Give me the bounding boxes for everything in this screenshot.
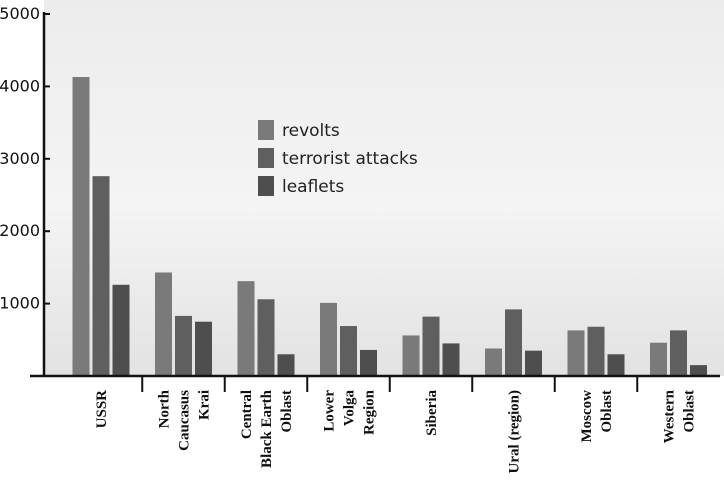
bar-terrorist-attacks-2 — [257, 299, 275, 376]
legend-swatch-terrorist-attacks — [258, 148, 274, 168]
bar-leaflets-2 — [277, 354, 295, 376]
bar-leaflets-6 — [607, 354, 625, 376]
bar-revolts-0 — [72, 76, 90, 376]
x-tick-label: Caucasus — [177, 390, 193, 451]
bar-leaflets-1 — [195, 321, 212, 376]
legend-swatch-leaflets — [258, 176, 274, 196]
y-tick-label: 2000 — [0, 221, 40, 240]
bar-revolts-1 — [155, 272, 172, 376]
x-tick-label: Western — [662, 389, 678, 443]
bar-leaflets-4 — [442, 343, 460, 376]
bar-revolts-7 — [650, 342, 667, 376]
bar-terrorist-attacks-5 — [505, 309, 522, 376]
y-tick-label: 3000 — [0, 149, 40, 168]
bar-leaflets-7 — [690, 365, 707, 376]
legend-label-terrorist-attacks: terrorist attacks — [282, 149, 418, 169]
bar-leaflets-3 — [360, 349, 377, 376]
x-tick-label: Central — [239, 390, 255, 439]
legend-label-leaflets: leaflets — [282, 177, 344, 197]
x-tick-label: Oblast — [599, 390, 615, 433]
x-tick-label: Black Earth — [259, 389, 275, 468]
bar-revolts-5 — [485, 348, 502, 376]
bar-terrorist-attacks-6 — [587, 326, 605, 376]
bar-leaflets-0 — [112, 284, 130, 376]
x-tick-label: Lower — [322, 390, 338, 432]
legend-label-revolts: revolts — [282, 121, 340, 141]
x-tick-label: Region — [362, 389, 378, 435]
bar-terrorist-attacks-7 — [670, 330, 687, 376]
bar-leaflets-5 — [525, 350, 542, 376]
x-tick-label: Oblast — [279, 390, 295, 433]
x-tick-label: Siberia — [424, 390, 440, 436]
bar-terrorist-attacks-0 — [92, 176, 110, 376]
x-tick-label: Ural (region) — [507, 390, 523, 473]
bar-terrorist-attacks-3 — [340, 326, 357, 376]
bar-revolts-4 — [402, 335, 420, 376]
bar-terrorist-attacks-1 — [175, 315, 192, 376]
y-tick-label: 4000 — [0, 76, 40, 95]
bar-revolts-2 — [237, 281, 255, 376]
x-tick-label: Moscow — [579, 390, 595, 443]
y-tick-label: 1000 — [0, 294, 40, 313]
x-tick-label: Oblast — [682, 390, 698, 433]
x-tick-label: Krai — [197, 390, 213, 420]
legend-swatch-revolts — [258, 120, 274, 140]
bar-revolts-3 — [320, 302, 337, 376]
bar-revolts-6 — [567, 330, 585, 376]
bar-terrorist-attacks-4 — [422, 316, 440, 376]
x-tick-label: Volga — [342, 390, 358, 427]
x-tick-label: North — [157, 389, 173, 428]
plot-background — [44, 0, 724, 376]
x-tick-label: USSR — [94, 390, 110, 429]
y-tick-label: 5000 — [0, 4, 40, 23]
